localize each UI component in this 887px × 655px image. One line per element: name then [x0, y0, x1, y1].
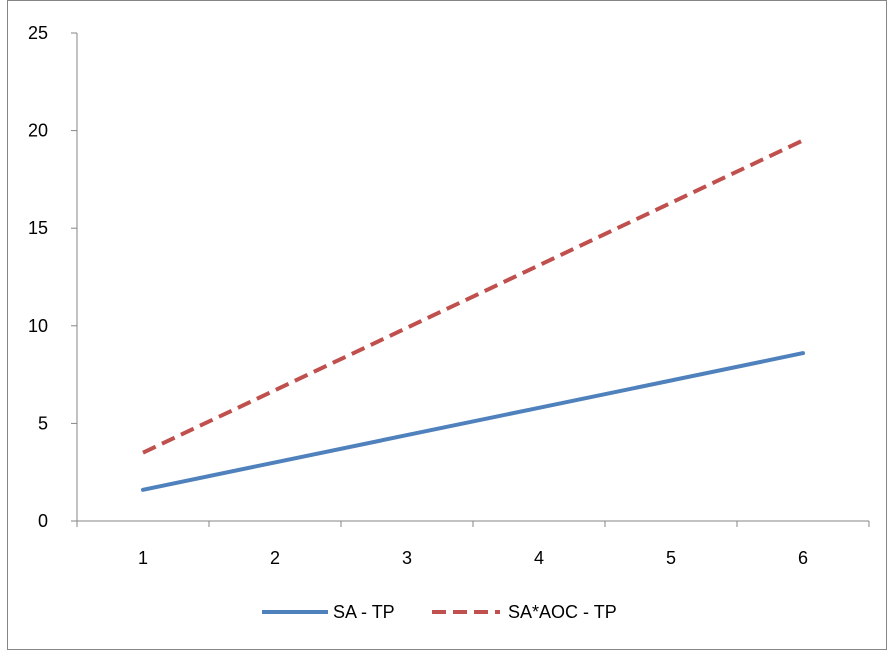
- x-tick-label: 1: [138, 548, 148, 568]
- y-tick-label: 0: [38, 511, 48, 531]
- x-tick-label: 2: [270, 548, 280, 568]
- legend-label-1: SA - TP: [333, 602, 395, 622]
- x-axis-ticks: 1 2 3 4 5 6: [76, 521, 870, 568]
- y-tick-label: 25: [28, 23, 48, 43]
- legend: SA - TP SA*AOC - TP: [262, 602, 617, 622]
- x-tick-label: 5: [666, 548, 676, 568]
- chart-border: [7, 0, 887, 650]
- x-tick-label: 6: [798, 548, 808, 568]
- series-line-1: [141, 351, 805, 492]
- x-tick-label: 3: [402, 548, 412, 568]
- y-axis-ticks: 0 5 10 15 20 25: [28, 23, 77, 531]
- x-tick-label: 4: [534, 548, 544, 568]
- y-tick-label: 15: [28, 218, 48, 238]
- y-tick-label: 5: [38, 413, 48, 433]
- series-line-2: [142, 138, 804, 455]
- legend-label-2: SA*AOC - TP: [508, 602, 617, 622]
- series-layer: [141, 138, 805, 492]
- y-tick-label: 10: [28, 316, 48, 336]
- y-tick-label: 20: [28, 121, 48, 141]
